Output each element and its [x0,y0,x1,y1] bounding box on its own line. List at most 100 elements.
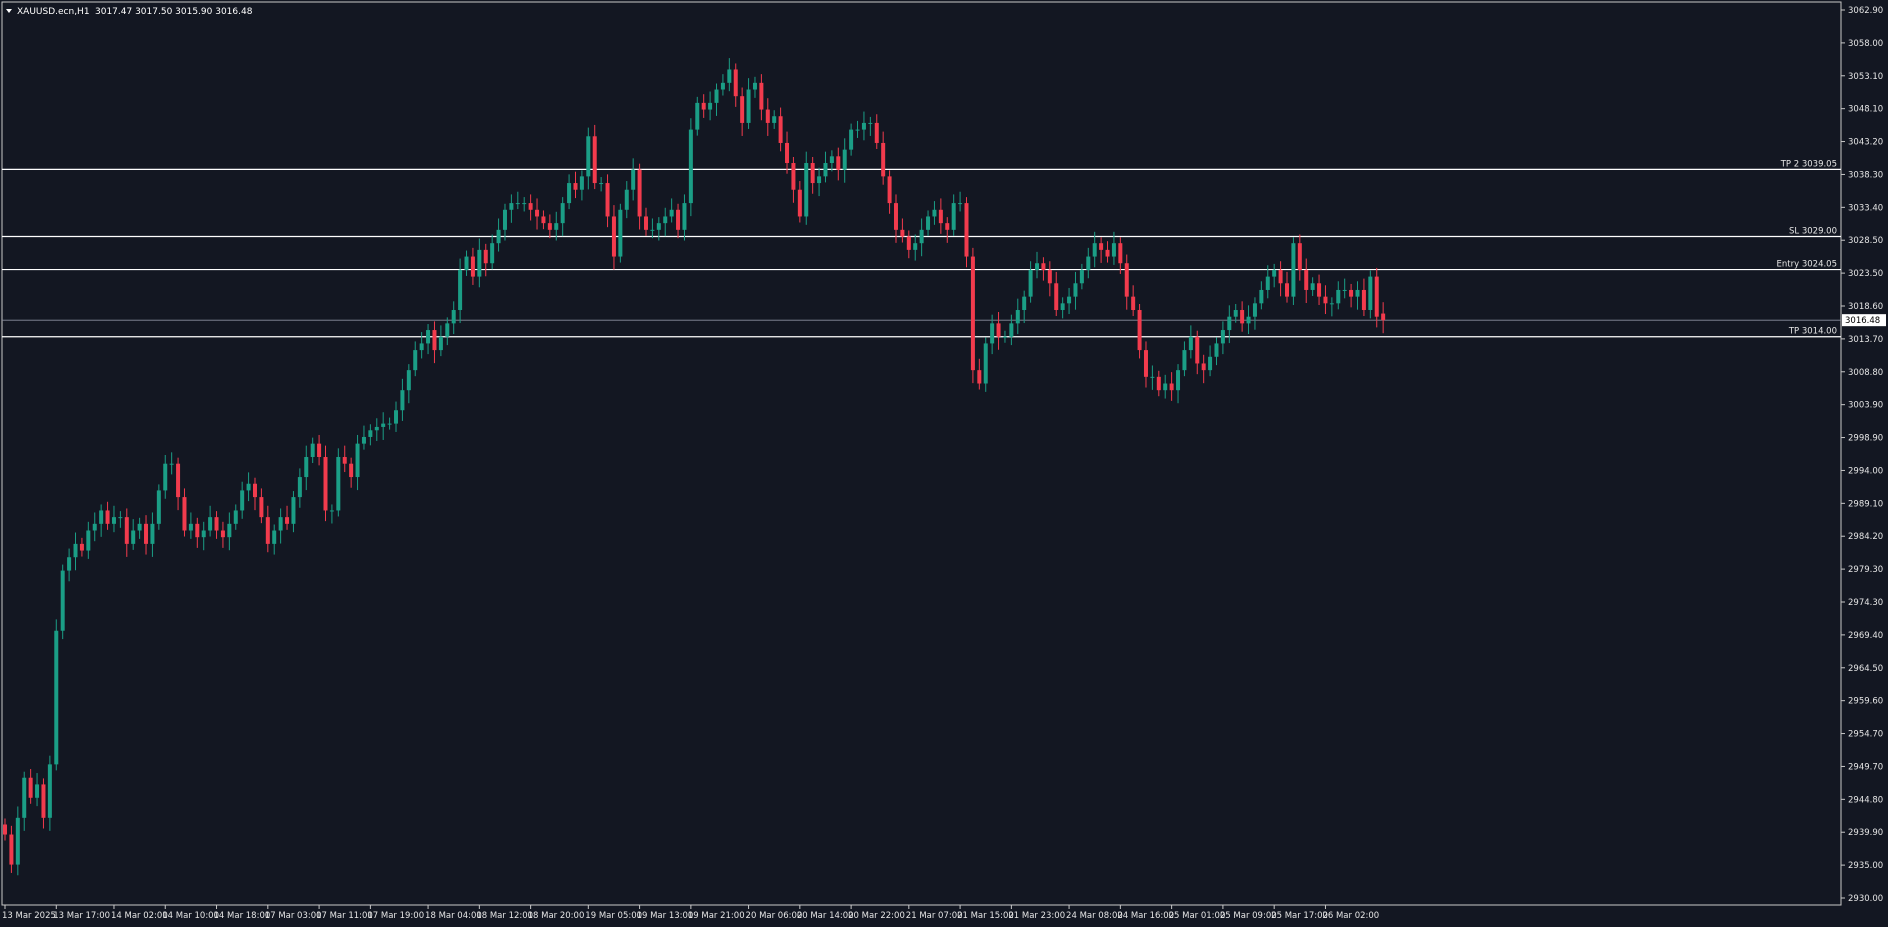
candle-body [1349,289,1354,297]
x-tick-label: 25 Mar 01:00 [1169,911,1226,921]
candle-body [746,89,751,123]
candle-body [1150,376,1155,378]
y-tick-label: 2984.20 [1848,532,1883,542]
candle-body [868,122,873,124]
candle-body [419,343,424,351]
candle [214,511,219,539]
candle [746,78,751,129]
candle [502,203,507,241]
candle-body [977,370,982,384]
candle-body [547,223,552,230]
candle-body [1079,269,1084,284]
candle [99,504,104,537]
y-tick-label: 3058.00 [1848,39,1883,49]
candle [317,434,322,466]
candle [1233,303,1238,323]
candle [220,521,225,548]
candle-body [233,510,238,524]
candle [688,118,693,217]
x-tick-label: 13 Mar 2025 [2,911,56,921]
candle [201,521,206,551]
candle-body [1310,283,1315,290]
candle [759,74,764,121]
candle [1124,254,1129,310]
y-tick-label: 3062.90 [1848,6,1883,16]
candle [611,205,616,270]
candle-body [778,116,783,143]
candle-body [214,517,219,531]
candle [1035,251,1040,279]
candle [470,247,475,285]
candle-body [438,336,443,351]
candle [3,818,7,841]
y-tick-label: 3033.40 [1848,203,1883,213]
candle-body [720,82,725,90]
candle [483,243,488,277]
candle [695,96,700,136]
symbol-menu-icon[interactable] [6,9,12,13]
x-tick-label: 26 Mar 02:00 [1322,911,1379,921]
candle [35,773,40,807]
candle [1111,231,1116,265]
candle [547,214,552,239]
candle [1176,364,1181,404]
candle-body [881,142,886,177]
candle [176,457,181,511]
candle-body [528,203,533,210]
x-tick-label: 17 Mar 19:00 [367,911,424,921]
y-tick-label: 3028.50 [1848,236,1883,246]
plot-area[interactable] [1,1,1842,906]
candle-body [355,443,360,478]
candle [1137,303,1142,359]
candle [1201,354,1206,384]
candle [144,515,149,555]
candle-body [1259,289,1264,304]
candle [849,123,854,156]
candle [1143,341,1148,388]
candle [15,806,20,876]
candle [567,174,572,210]
candle-body [893,203,898,230]
candle-body [515,203,520,205]
candle-body [586,136,591,177]
candle [650,218,655,239]
candle [272,524,277,555]
candle [246,472,251,502]
candle-body [1220,330,1225,344]
y-tick-label: 2979.30 [1848,565,1883,575]
candle-body [374,426,379,431]
candle-body [502,209,507,230]
candle-body [945,223,950,230]
candle-body [323,457,328,511]
candle [368,424,373,446]
candle [1086,247,1091,279]
candle [656,217,661,241]
y-tick-label: 3018.60 [1848,302,1883,312]
candle-body [278,517,283,531]
candle-body [1111,243,1116,257]
candle [9,825,14,873]
y-tick-label: 2935.00 [1848,861,1883,871]
candle-body [573,183,578,190]
candle [1329,297,1334,317]
candle-body [35,784,40,798]
candle [765,98,770,136]
candle [67,548,72,582]
candle-body [252,483,257,498]
candle [1355,281,1360,310]
candle [413,341,418,377]
candle-body [470,256,475,277]
x-tick-label: 17 Mar 11:00 [316,911,373,921]
candle-body [451,310,456,324]
candle [137,517,142,539]
candle [996,312,1001,350]
candle [1272,263,1277,288]
candle-body [124,517,129,544]
candle [714,83,719,116]
candle [958,191,963,212]
candle [740,87,745,136]
candle-body [842,149,847,170]
candle [79,537,84,557]
